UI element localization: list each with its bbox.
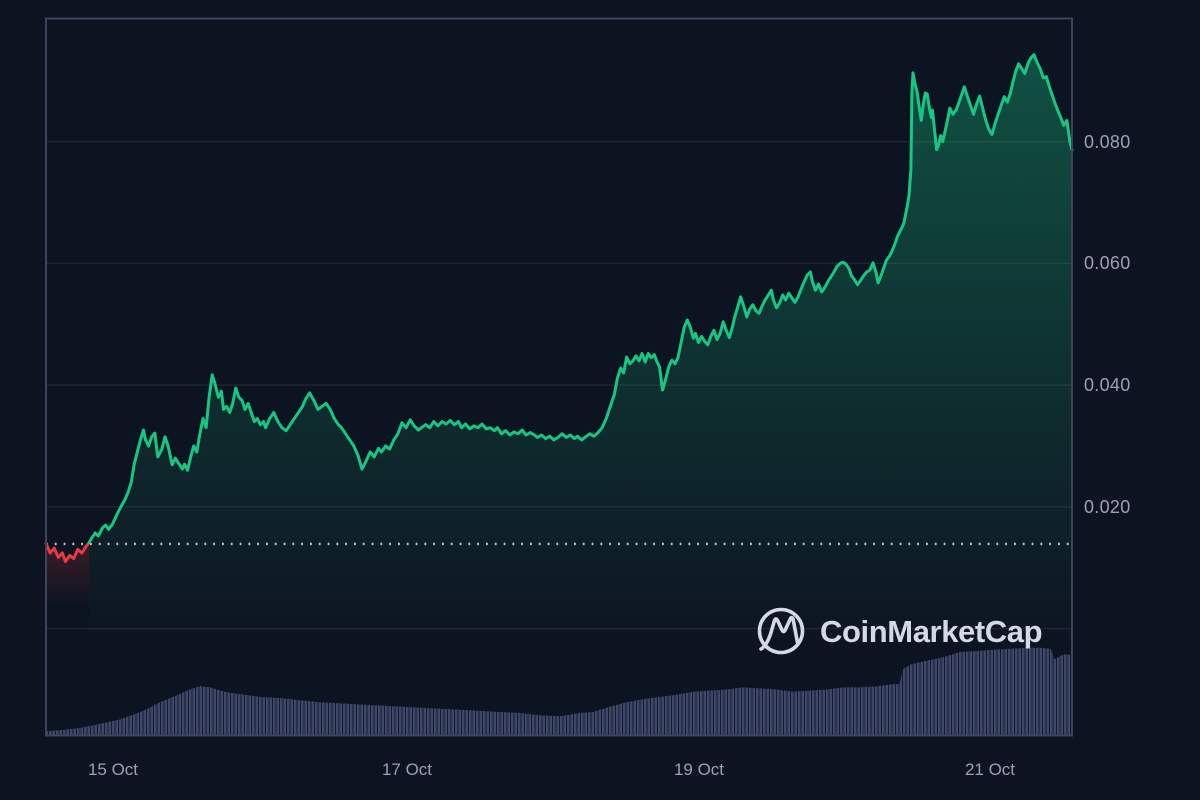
x-axis-tick-19-oct: 19 Oct [673, 760, 725, 779]
gridlines [46, 141, 1072, 630]
coinmarketcap-icon [757, 607, 805, 655]
price-line [44, 53, 1074, 564]
y-axis-tick-0.060: 0.060 [1084, 253, 1131, 273]
y-axis-tick-0.080: 0.080 [1084, 132, 1131, 152]
price-area-fill [46, 54, 1073, 736]
coinmarketcap-logo: CoinMarketCap [757, 607, 1043, 655]
y-axis-tick-0.040: 0.040 [1084, 375, 1131, 395]
x-axis-tick-15-oct: 15 Oct [87, 760, 139, 779]
y-axis-tick-0.020: 0.020 [1084, 497, 1131, 517]
coinmarketcap-wordmark: CoinMarketCap [820, 614, 1042, 649]
x-axis-tick-17-oct: 17 Oct [381, 760, 433, 779]
x-axis-tick-21-oct: 21 Oct [964, 760, 1016, 779]
chart-border [45, 17, 1073, 737]
volume-bars [46, 647, 1072, 736]
